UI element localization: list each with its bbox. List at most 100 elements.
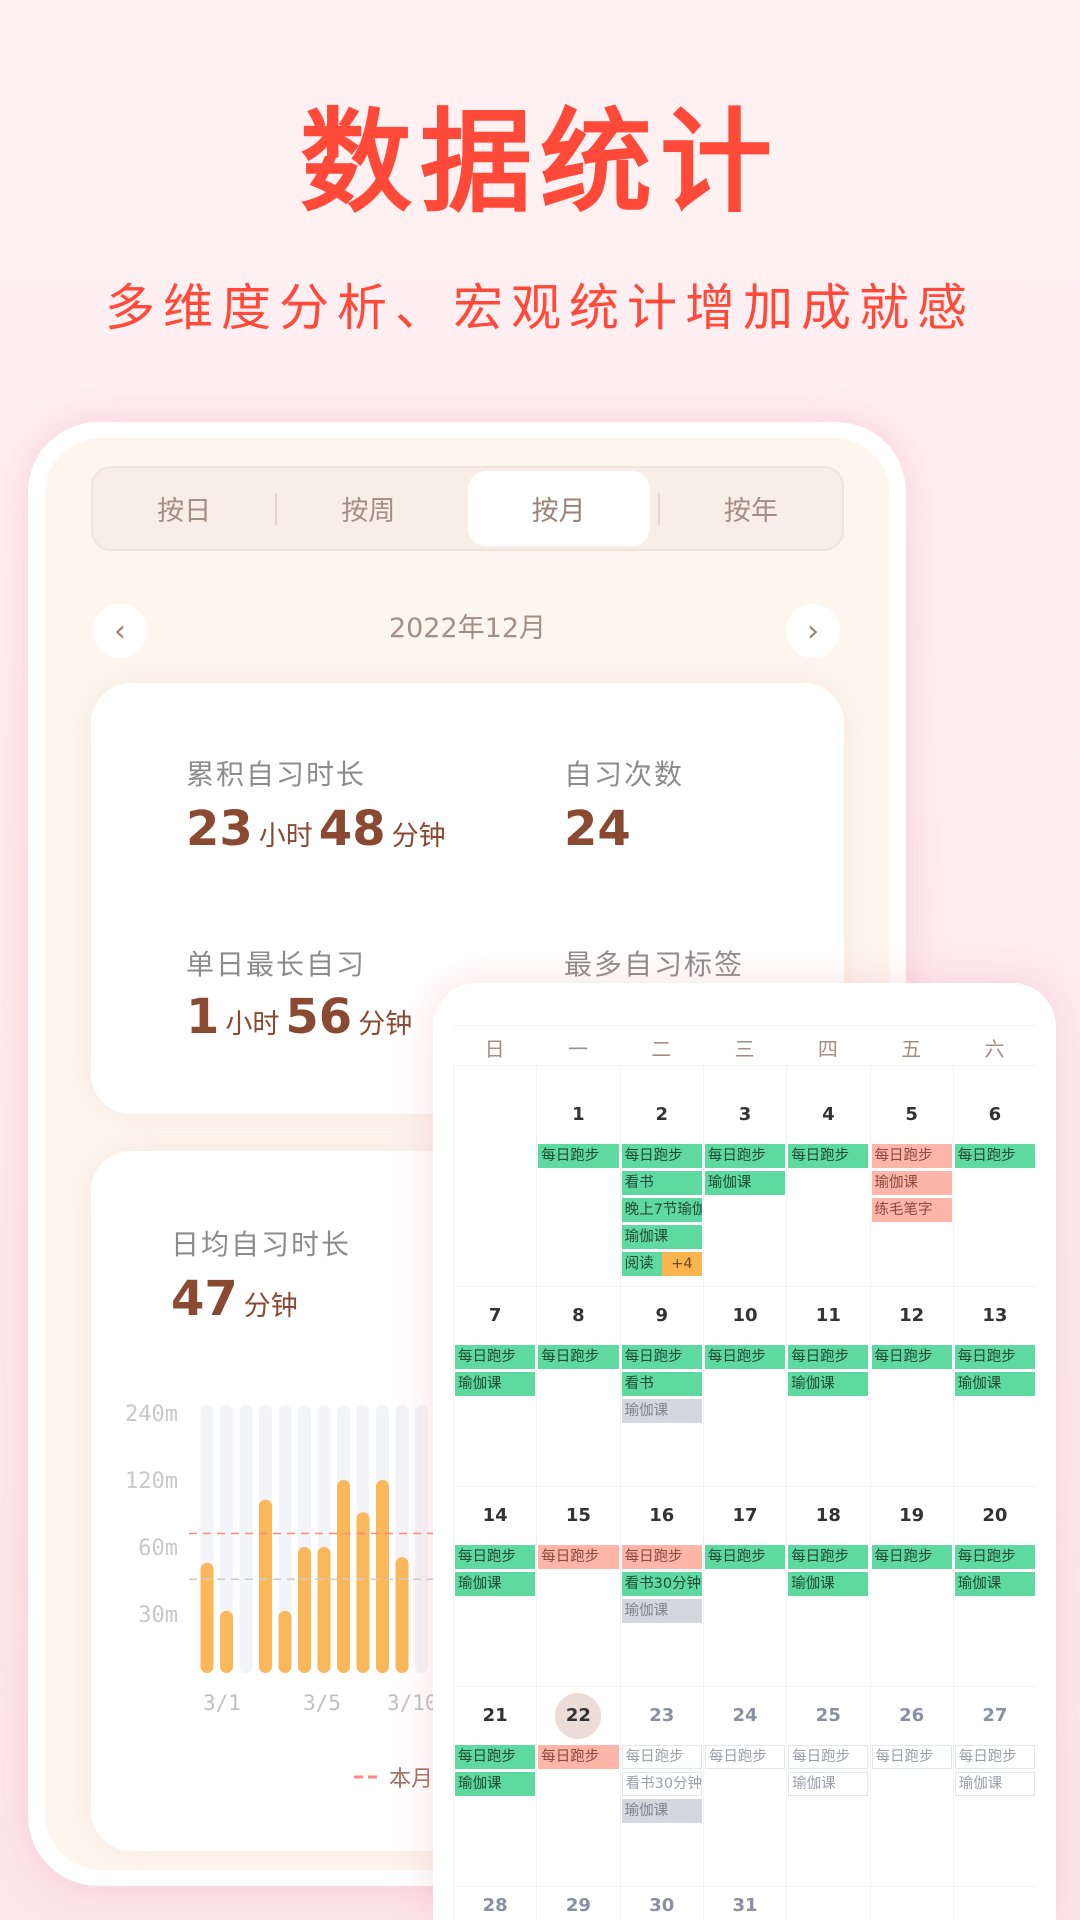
calendar-event[interactable]: 每日跑步 (704, 1745, 786, 1769)
calendar-event[interactable]: 瑜伽课 (954, 1572, 1036, 1596)
calendar-day-cell[interactable]: 30 (619, 1886, 703, 1920)
calendar-event[interactable]: 每日跑步 (704, 1345, 786, 1369)
calendar-event[interactable]: 瑜伽课 (455, 1372, 536, 1396)
calendar-event[interactable]: 瑜伽课 (788, 1372, 869, 1396)
calendar-day-cell[interactable]: 20 每日跑步 瑜伽课 (952, 1486, 1037, 1686)
tab-month[interactable]: 按月 (467, 471, 650, 546)
calendar-day-cell[interactable]: 15 每日跑步 (536, 1486, 620, 1686)
calendar-day-cell[interactable]: 12 每日跑步 (869, 1286, 953, 1486)
calendar-event[interactable]: 看书30分钟 (621, 1772, 702, 1796)
calendar-event[interactable]: 每日跑步 (621, 1345, 702, 1369)
calendar-event[interactable]: 瑜伽课 (621, 1799, 702, 1823)
calendar-day-cell[interactable]: 24 每日跑步 (702, 1686, 787, 1886)
calendar-event[interactable]: 每日跑步 (788, 1345, 869, 1369)
calendar-day-cell[interactable]: 17 每日跑步 (702, 1486, 787, 1686)
calendar-event[interactable]: 每日跑步 (621, 1745, 702, 1769)
calendar-day-cell[interactable]: 29 (536, 1886, 620, 1920)
calendar-day-cell[interactable]: 10 每日跑步 (702, 1286, 787, 1486)
calendar-event[interactable]: 每日跑步 (954, 1545, 1036, 1569)
calendar-event[interactable]: 每日跑步 (538, 1745, 619, 1769)
calendar-day-cell[interactable]: 7 每日跑步 瑜伽课 (453, 1286, 537, 1486)
calendar-empty-cell (952, 1886, 1037, 1920)
x-tick-label: 3/1 (203, 1691, 241, 1715)
calendar-event[interactable]: 每日跑步 (954, 1144, 1036, 1168)
calendar-event[interactable]: 瑜伽课 (704, 1171, 786, 1195)
calendar-event[interactable]: 看书30分钟 (621, 1572, 702, 1596)
calendar-event[interactable]: 每日跑步 (871, 1745, 952, 1769)
tab-year[interactable]: 按年 (723, 496, 778, 527)
calendar-event[interactable]: 晚上7节瑜伽 (621, 1198, 702, 1222)
calendar-day-cell[interactable]: 6 每日跑步 (952, 1065, 1037, 1286)
day-number: 14 (482, 1505, 508, 1526)
calendar-day-cell[interactable]: 2 每日跑步 看书 晚上7节瑜伽 瑜伽课 阅读 +4 (619, 1065, 703, 1286)
calendar-event[interactable]: 每日跑步 (538, 1545, 619, 1569)
calendar-event[interactable]: 每日跑步 (704, 1545, 786, 1569)
calendar-event[interactable]: 每日跑步 (788, 1745, 869, 1769)
calendar-day-cell[interactable]: 16 每日跑步 看书30分钟 瑜伽课 (619, 1486, 703, 1686)
calendar-event[interactable]: 每日跑步 (455, 1545, 536, 1569)
calendar-day-cell[interactable]: 21 每日跑步 瑜伽课 (453, 1686, 537, 1886)
calendar-day-cell[interactable]: 26 每日跑步 (869, 1686, 953, 1886)
calendar-event[interactable]: 每日跑步 (455, 1345, 536, 1369)
calendar-day-cell[interactable]: 9 每日跑步 看书 瑜伽课 (619, 1286, 703, 1486)
calendar-event[interactable]: 瑜伽课 (455, 1572, 536, 1596)
calendar-day-cell[interactable]: 25 每日跑步 瑜伽课 (786, 1686, 870, 1886)
calendar-event[interactable]: 每日跑步 (788, 1144, 869, 1168)
calendar-event[interactable]: 瑜伽课 (455, 1772, 536, 1796)
calendar-event[interactable]: 瑜伽课 (788, 1772, 869, 1796)
calendar-event[interactable]: 瑜伽课 (871, 1171, 952, 1195)
calendar-day-cell[interactable]: 8 每日跑步 (536, 1286, 620, 1486)
calendar-day-cell[interactable]: 22 每日跑步 (536, 1686, 620, 1886)
calendar-event[interactable]: 每日跑步 (871, 1345, 952, 1369)
calendar-event[interactable]: 看书 (621, 1171, 702, 1195)
event-label: 每日跑步 (625, 1749, 684, 1765)
calendar-day-cell[interactable]: 1 每日跑步 (536, 1065, 620, 1286)
weekday-label: 二 (651, 1037, 672, 1061)
calendar-day-cell[interactable]: 4 每日跑步 (786, 1065, 870, 1286)
calendar-event[interactable]: 每日跑步 (954, 1345, 1036, 1369)
legend-label: 本月 (389, 1767, 433, 1792)
calendar-day-cell[interactable]: 14 每日跑步瑜伽课 (453, 1486, 537, 1686)
day-number: 1 (572, 1104, 585, 1125)
next-period-button[interactable]: › (786, 604, 840, 658)
calendar-day-cell[interactable]: 13 每日跑步 瑜伽课 (952, 1286, 1037, 1486)
chevron-right-icon: › (807, 613, 819, 649)
day-number: 28 (482, 1895, 508, 1916)
calendar-event[interactable]: 每日跑步 (621, 1545, 702, 1569)
calendar-day-cell[interactable]: 18 每日跑步 瑜伽课 (786, 1486, 870, 1686)
prev-period-button[interactable]: ‹ (93, 604, 147, 658)
calendar-event[interactable]: 练毛笔字 (871, 1198, 952, 1222)
calendar-event[interactable]: 每日跑步 (704, 1144, 786, 1168)
calendar-day-cell[interactable]: 23 每日跑步 看书30分钟 瑜伽课 (619, 1686, 703, 1886)
calendar-event[interactable]: 每日跑步 (621, 1144, 702, 1168)
tab-week[interactable]: 按周 (341, 496, 396, 527)
calendar-day-cell[interactable]: 28 (453, 1886, 537, 1920)
calendar-event[interactable]: 每日跑步 (455, 1745, 536, 1769)
calendar-day-cell[interactable]: 3 每日跑步 瑜伽课 (702, 1065, 787, 1286)
calendar-event[interactable]: 每日跑步 (538, 1345, 619, 1369)
y-tick-label: 60m (138, 1536, 178, 1561)
calendar-day-cell[interactable]: 31 (702, 1886, 787, 1920)
calendar-event[interactable]: 每日跑步 (871, 1144, 952, 1168)
calendar-event[interactable]: 瑜伽课 (621, 1225, 702, 1249)
calendar-event[interactable]: 每日跑步 (538, 1144, 619, 1168)
calendar-event[interactable]: 阅读 +4 (621, 1252, 702, 1276)
event-label: 每日跑步 (957, 1549, 1016, 1565)
event-label: 瑜伽课 (791, 1376, 835, 1392)
calendar-day-cell[interactable]: 19 每日跑步 (869, 1486, 953, 1686)
calendar-event[interactable]: 瑜伽课 (954, 1372, 1036, 1396)
tab-day[interactable]: 按日 (157, 496, 212, 527)
calendar-event[interactable]: 看书 (621, 1372, 702, 1396)
more-events-badge[interactable]: +4 (661, 1252, 702, 1276)
calendar-event[interactable]: 每日跑步 (954, 1745, 1036, 1769)
calendar-event[interactable]: 瑜伽课 (621, 1599, 702, 1623)
calendar-day-cell[interactable]: 11 每日跑步 瑜伽课 (786, 1286, 870, 1486)
calendar-event[interactable]: 瑜伽课 (788, 1572, 869, 1596)
bar-track (220, 1405, 233, 1673)
calendar-event[interactable]: 每日跑步 (871, 1545, 952, 1569)
calendar-day-cell[interactable]: 5 每日跑步 瑜伽课 练毛笔字 (869, 1065, 953, 1286)
calendar-event[interactable]: 每日跑步 (788, 1545, 869, 1569)
calendar-event[interactable]: 瑜伽课 (954, 1772, 1036, 1796)
calendar-event[interactable]: 瑜伽课 (621, 1399, 702, 1423)
calendar-day-cell[interactable]: 27 每日跑步 瑜伽课 (952, 1686, 1037, 1886)
